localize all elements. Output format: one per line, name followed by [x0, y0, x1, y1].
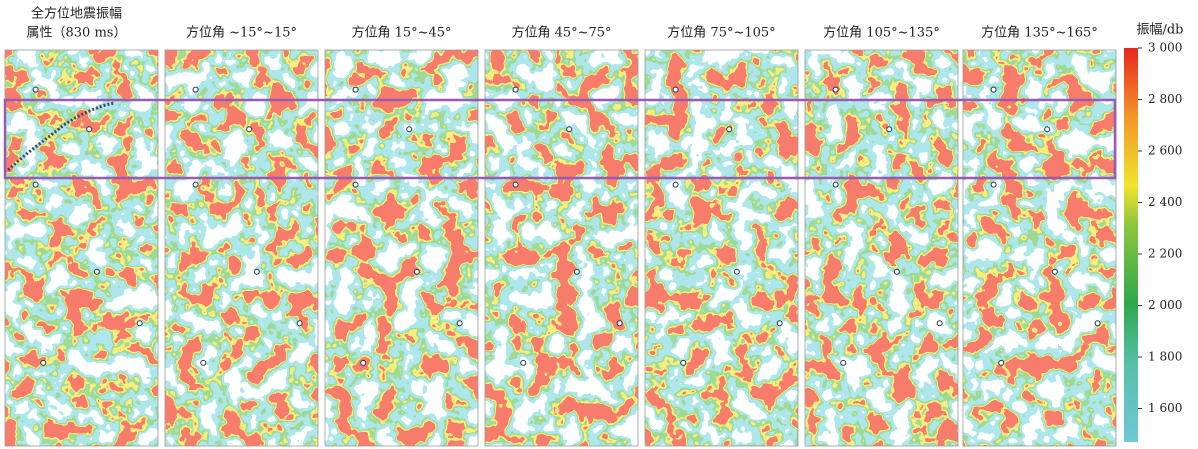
well-marker — [521, 360, 526, 365]
well-marker — [617, 321, 622, 326]
colorbar-tick-label: 2 200 — [1148, 247, 1182, 261]
colorbar-tick-label: 2 000 — [1148, 298, 1182, 312]
well-marker — [33, 87, 38, 92]
well-marker — [887, 127, 892, 132]
well-marker — [567, 127, 572, 132]
well-marker — [673, 87, 678, 92]
well-marker — [353, 87, 358, 92]
well-marker — [201, 360, 206, 365]
colorbar-tick-label: 2 800 — [1148, 92, 1182, 106]
well-marker — [361, 360, 366, 365]
amplitude-map — [963, 50, 1116, 446]
colorbar-tick-label: 1 800 — [1148, 350, 1182, 364]
panel-title: 方位角 15°~45° — [351, 25, 451, 41]
well-marker — [457, 321, 462, 326]
well-marker — [841, 360, 846, 365]
well-marker — [297, 321, 302, 326]
well-marker — [137, 321, 142, 326]
well-marker — [247, 127, 252, 132]
colorbar-label: 振幅/db — [1136, 23, 1183, 38]
well-marker — [1052, 269, 1057, 274]
well-marker — [193, 182, 198, 187]
colorbar-tick-label: 2 600 — [1148, 144, 1182, 158]
panel-subtitle: 属性（830 ms） — [27, 26, 127, 41]
well-marker — [41, 360, 46, 365]
figure: 全方位地震振幅属性（830 ms） 方位角 ~15°~15° 方位角 15°~45°… — [0, 0, 1198, 449]
panel-title: 方位角 135°~165° — [981, 25, 1098, 41]
well-marker — [777, 321, 782, 326]
amplitude-map — [805, 50, 958, 446]
amplitude-map — [325, 50, 478, 446]
well-marker — [937, 321, 942, 326]
well-marker — [1045, 127, 1050, 132]
well-marker — [574, 269, 579, 274]
well-marker — [681, 360, 686, 365]
panel-title: 方位角 105°~135° — [823, 25, 940, 41]
colorbar-tick-label: 2 400 — [1148, 195, 1182, 209]
well-marker — [33, 182, 38, 187]
well-marker — [673, 182, 678, 187]
panel-title: 全方位地震振幅 — [31, 6, 122, 22]
amplitude-map — [485, 50, 638, 446]
well-marker — [513, 182, 518, 187]
colorbar-tick-label: 1 600 — [1148, 401, 1182, 415]
well-marker — [1095, 321, 1100, 326]
well-marker — [833, 87, 838, 92]
panel-title: 方位角 75°~105° — [667, 25, 775, 41]
amplitude-map — [5, 50, 158, 446]
well-marker — [991, 182, 996, 187]
well-marker — [254, 269, 259, 274]
well-marker — [193, 87, 198, 92]
page: {"panels": [ {"title": "全方位地震振幅", "subti… — [0, 0, 1198, 449]
well-marker — [94, 269, 99, 274]
well-marker — [513, 87, 518, 92]
colorbar — [1124, 48, 1138, 442]
well-marker — [999, 360, 1004, 365]
well-marker — [894, 269, 899, 274]
panel-title: 方位角 45°~75° — [511, 25, 611, 41]
well-marker — [734, 269, 739, 274]
well-marker — [991, 87, 996, 92]
panel-title: 方位角 ~15°~15° — [186, 25, 297, 41]
well-marker — [87, 127, 92, 132]
well-marker — [727, 127, 732, 132]
amplitude-map — [645, 50, 798, 446]
well-marker — [833, 182, 838, 187]
well-marker — [407, 127, 412, 132]
amplitude-map — [165, 50, 318, 446]
well-marker — [414, 269, 419, 274]
well-marker — [353, 182, 358, 187]
colorbar-tick-label: 3 000 — [1148, 41, 1182, 55]
